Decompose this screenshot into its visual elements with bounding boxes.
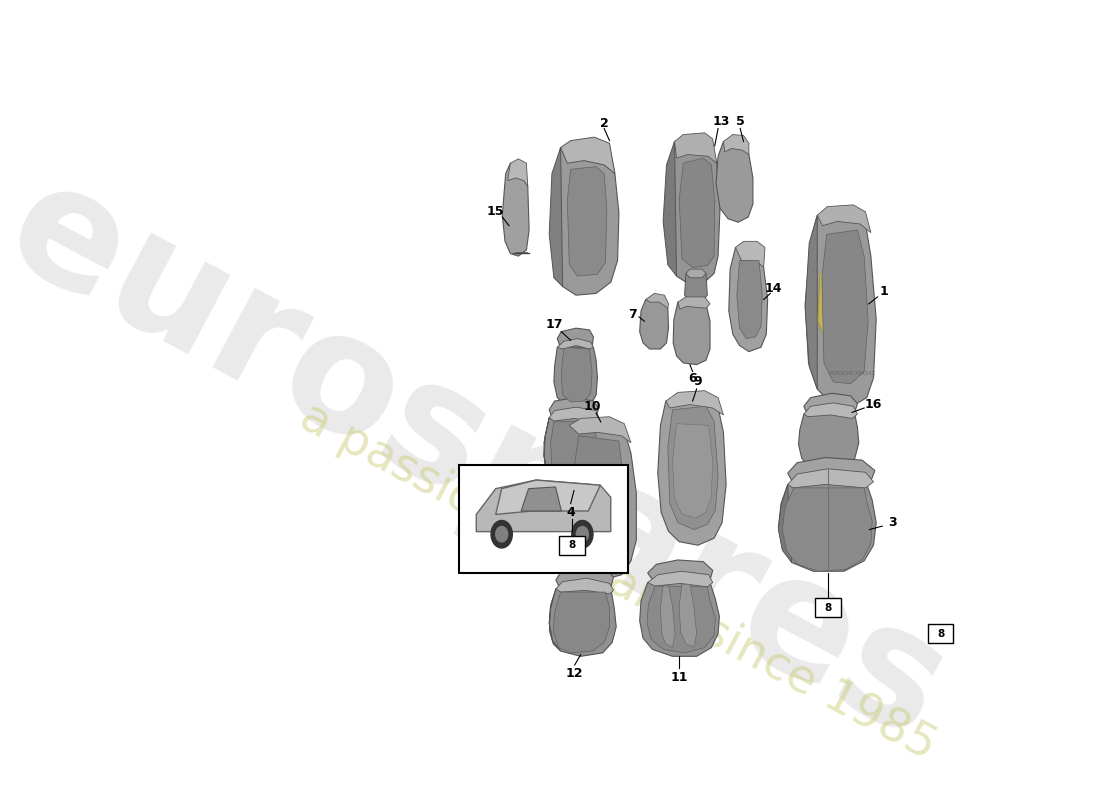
Text: 13: 13 <box>713 115 730 128</box>
Bar <box>559 536 585 554</box>
Text: eurospares: eurospares <box>0 146 971 774</box>
Polygon shape <box>568 166 607 276</box>
Polygon shape <box>573 436 625 558</box>
Polygon shape <box>666 390 724 415</box>
Text: 7: 7 <box>628 308 637 321</box>
Bar <box>815 598 840 618</box>
Polygon shape <box>554 347 597 408</box>
Polygon shape <box>822 230 868 384</box>
Bar <box>927 624 954 643</box>
Polygon shape <box>640 582 719 656</box>
Polygon shape <box>648 560 713 585</box>
Polygon shape <box>551 421 598 486</box>
Polygon shape <box>558 328 593 350</box>
Polygon shape <box>799 414 859 472</box>
Polygon shape <box>553 592 609 653</box>
Polygon shape <box>678 297 710 309</box>
Polygon shape <box>640 297 669 349</box>
Polygon shape <box>552 147 619 295</box>
Text: 1: 1 <box>880 285 889 298</box>
Polygon shape <box>736 242 764 267</box>
Polygon shape <box>729 247 768 352</box>
Text: 4: 4 <box>566 506 575 518</box>
Polygon shape <box>543 418 556 488</box>
Polygon shape <box>521 487 561 511</box>
Polygon shape <box>508 159 528 186</box>
Polygon shape <box>782 488 872 571</box>
Polygon shape <box>558 426 571 562</box>
Text: PORSCHE XXXXXX: PORSCHE XXXXXX <box>829 371 874 376</box>
Polygon shape <box>496 480 601 514</box>
Polygon shape <box>779 485 792 562</box>
Text: 3: 3 <box>888 516 896 529</box>
Polygon shape <box>561 347 592 402</box>
Polygon shape <box>788 469 873 488</box>
Text: 14: 14 <box>764 282 782 294</box>
Polygon shape <box>549 589 561 651</box>
Polygon shape <box>558 338 593 349</box>
Polygon shape <box>818 269 847 343</box>
Polygon shape <box>817 205 871 233</box>
Circle shape <box>572 521 593 548</box>
Polygon shape <box>679 158 715 267</box>
Polygon shape <box>570 417 631 442</box>
Text: 17: 17 <box>546 318 563 331</box>
Polygon shape <box>724 134 749 154</box>
Text: 12: 12 <box>565 667 583 680</box>
Text: 11: 11 <box>671 670 688 684</box>
Polygon shape <box>543 417 604 493</box>
Text: 15: 15 <box>487 206 505 218</box>
Polygon shape <box>503 163 529 256</box>
Polygon shape <box>561 137 615 174</box>
Polygon shape <box>571 476 605 545</box>
Polygon shape <box>686 269 706 278</box>
Polygon shape <box>672 424 713 518</box>
Polygon shape <box>668 406 718 530</box>
Polygon shape <box>805 215 817 389</box>
Polygon shape <box>646 294 669 308</box>
Text: 8: 8 <box>569 540 575 550</box>
Text: 16: 16 <box>865 398 882 411</box>
Text: a passion for parts since 1985: a passion for parts since 1985 <box>292 394 944 769</box>
Polygon shape <box>674 133 717 163</box>
Polygon shape <box>804 394 857 417</box>
Polygon shape <box>549 398 598 420</box>
Polygon shape <box>667 142 721 282</box>
Polygon shape <box>673 302 710 365</box>
Polygon shape <box>549 589 616 656</box>
Polygon shape <box>558 608 589 650</box>
Polygon shape <box>804 403 857 418</box>
Polygon shape <box>788 458 875 487</box>
Polygon shape <box>549 407 598 422</box>
Polygon shape <box>556 578 614 594</box>
Text: 10: 10 <box>583 400 601 413</box>
Polygon shape <box>658 401 726 545</box>
Polygon shape <box>476 480 610 532</box>
Polygon shape <box>663 142 676 276</box>
Text: 8: 8 <box>824 602 832 613</box>
Polygon shape <box>679 584 696 646</box>
Polygon shape <box>556 564 614 592</box>
Polygon shape <box>660 586 675 648</box>
Polygon shape <box>716 142 752 222</box>
Circle shape <box>491 521 513 548</box>
Text: 9: 9 <box>694 375 702 389</box>
Circle shape <box>576 526 588 542</box>
Polygon shape <box>805 215 877 406</box>
Bar <box>459 466 628 573</box>
Polygon shape <box>737 261 762 338</box>
Polygon shape <box>647 586 715 653</box>
Polygon shape <box>549 147 562 286</box>
Polygon shape <box>684 274 707 302</box>
Polygon shape <box>648 571 713 587</box>
Text: 8: 8 <box>937 629 944 638</box>
Circle shape <box>496 526 508 542</box>
Text: 2: 2 <box>600 117 608 130</box>
Text: 5: 5 <box>736 115 745 128</box>
Polygon shape <box>559 426 636 580</box>
Polygon shape <box>779 485 877 571</box>
Text: 6: 6 <box>689 372 697 385</box>
